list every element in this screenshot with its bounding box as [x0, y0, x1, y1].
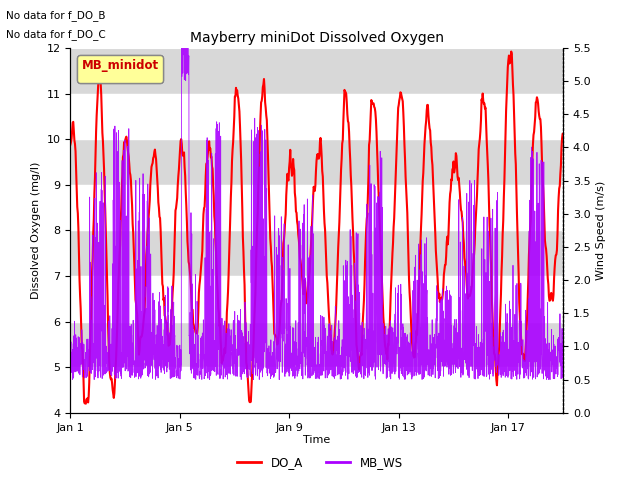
Bar	[70, 367, 563, 413]
Bar	[70, 94, 563, 139]
Legend: DO_A, MB_WS: DO_A, MB_WS	[233, 452, 407, 474]
X-axis label: Time: Time	[303, 435, 330, 445]
Legend: 	[77, 55, 163, 83]
Title: Mayberry miniDot Dissolved Oxygen: Mayberry miniDot Dissolved Oxygen	[190, 32, 444, 46]
Bar	[70, 185, 563, 230]
Y-axis label: Dissolved Oxygen (mg/l): Dissolved Oxygen (mg/l)	[31, 162, 41, 299]
Text: No data for f_DO_C: No data for f_DO_C	[6, 29, 106, 40]
Text: No data for f_DO_B: No data for f_DO_B	[6, 10, 106, 21]
Y-axis label: Wind Speed (m/s): Wind Speed (m/s)	[596, 181, 606, 280]
Bar	[70, 276, 563, 322]
